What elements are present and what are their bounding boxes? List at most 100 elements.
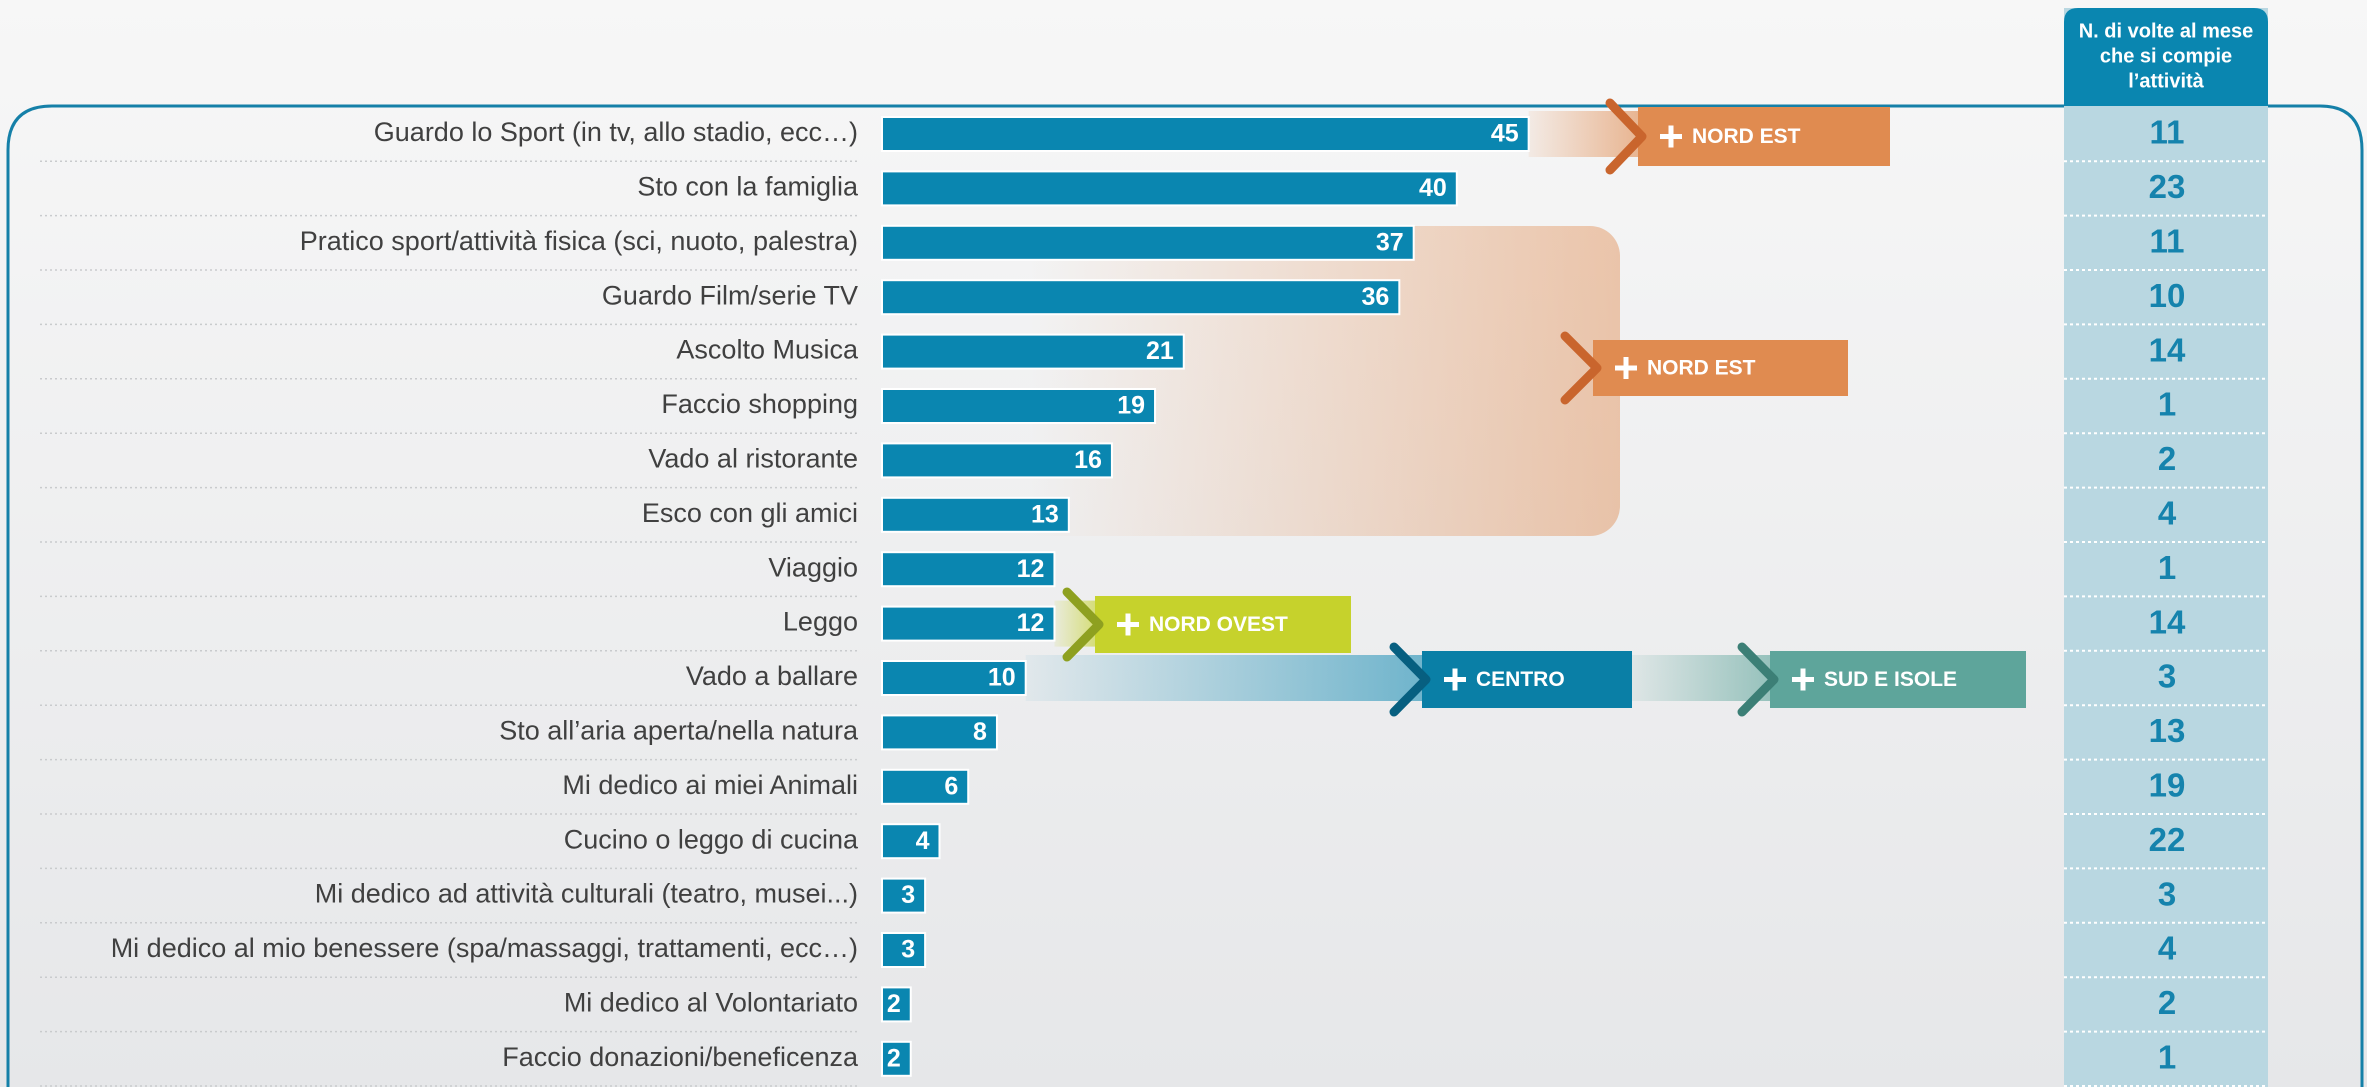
- category-label: Vado al ristorante: [648, 444, 858, 474]
- category-label: Ascolto Musica: [676, 335, 859, 365]
- bar: [881, 823, 941, 860]
- bar-value: 21: [1146, 337, 1174, 365]
- bar-value: 37: [1376, 228, 1404, 256]
- bar-value: 3: [901, 881, 915, 909]
- bar: [881, 605, 1056, 642]
- callout-plus: [1615, 357, 1637, 379]
- callout-plus: [1117, 613, 1139, 636]
- category-label: Guardo lo Sport (in tv, allo stadio, ecc…: [374, 117, 858, 147]
- connector: [1025, 655, 1422, 701]
- bar-value: 10: [988, 664, 1016, 692]
- callout-chevron: [1605, 98, 1647, 175]
- bar: [881, 768, 970, 805]
- side-column-title: l’attività: [2128, 70, 2204, 92]
- bar-value: 12: [1017, 555, 1045, 583]
- category-label: Cucino o leggo di cucina: [564, 824, 859, 854]
- bar: [881, 932, 927, 968]
- category-label: Sto con la famiglia: [637, 172, 859, 202]
- bar: [881, 116, 1530, 152]
- side-value: 11: [2150, 114, 2185, 151]
- side-value: 14: [2149, 331, 2186, 368]
- category-label: Leggo: [783, 607, 858, 637]
- bar-value: 40: [1419, 174, 1447, 202]
- bar: [881, 333, 1185, 370]
- bar-value: 4: [916, 827, 930, 855]
- side-value: 19: [2149, 767, 2186, 804]
- callout-plus: [1660, 125, 1682, 148]
- side-value: 14: [2149, 603, 2186, 640]
- bar-value: 6: [944, 772, 958, 800]
- side-value: 1: [2158, 1039, 2176, 1076]
- callout-label: NORD OVEST: [1149, 613, 1288, 636]
- callout-label: NORD EST: [1692, 125, 1801, 148]
- category-label: Pratico sport/attività fisica (sci, nuot…: [300, 226, 858, 256]
- bar-value: 13: [1031, 500, 1059, 528]
- side-value: 2: [2158, 440, 2176, 477]
- side-value: 23: [2149, 168, 2186, 205]
- bar-value: 8: [973, 718, 987, 746]
- side-value: 1: [2158, 386, 2176, 423]
- category-label: Vado a ballare: [686, 661, 858, 691]
- bar: [881, 660, 1027, 696]
- side-value: 13: [2149, 712, 2186, 749]
- bar-value: 2: [887, 1044, 901, 1072]
- bar-value: 45: [1491, 120, 1519, 148]
- category-label: Guardo Film/serie TV: [602, 280, 858, 310]
- callout-label: NORD EST: [1647, 357, 1756, 380]
- side-column-title: N. di volte al mese: [2079, 20, 2254, 42]
- bar: [881, 442, 1113, 479]
- side-value: 2: [2158, 984, 2176, 1021]
- category-label: Mi dedico al mio benessere (spa/massaggi…: [111, 933, 858, 963]
- side-value: 4: [2158, 930, 2177, 967]
- callout-plus: [1792, 668, 1814, 691]
- side-value: 10: [2149, 277, 2186, 314]
- callout-label: CENTRO: [1476, 668, 1565, 691]
- bar: [881, 877, 927, 914]
- connector: [1632, 655, 1770, 701]
- category-label: Viaggio: [768, 552, 858, 582]
- category-label: Mi dedico ad attività culturali (teatro,…: [315, 879, 858, 909]
- category-label: Faccio donazioni/beneficenza: [502, 1042, 859, 1072]
- callout-chevron: [1389, 642, 1431, 717]
- bar: [881, 496, 1070, 533]
- side-value: 1: [2158, 549, 2176, 586]
- bar: [881, 279, 1401, 316]
- category-label: Faccio shopping: [661, 389, 858, 419]
- callout-chevron: [1560, 331, 1602, 405]
- category-label: Esco con gli amici: [642, 498, 858, 528]
- category-label: Mi dedico al Volontariato: [564, 988, 858, 1018]
- side-value: 3: [2158, 875, 2176, 912]
- bar-value: 36: [1362, 283, 1390, 311]
- callout-chevron: [1062, 587, 1104, 662]
- side-value: 4: [2158, 495, 2177, 532]
- bar: [881, 714, 998, 751]
- callout-label: SUD E ISOLE: [1824, 668, 1957, 691]
- bar-value: 12: [1017, 609, 1045, 637]
- callout-plus: [1444, 668, 1466, 691]
- bar-value: 3: [901, 936, 915, 964]
- side-column: [2064, 8, 2268, 1087]
- bar: [881, 388, 1157, 424]
- side-value: 3: [2158, 658, 2176, 695]
- bar-value: 16: [1074, 446, 1102, 474]
- category-label: Sto all’aria aperta/nella natura: [499, 716, 859, 746]
- bar: [881, 1040, 912, 1077]
- bar: [881, 986, 912, 1023]
- callout-chevron: [1737, 642, 1779, 717]
- bar: [881, 170, 1458, 207]
- bar: [881, 224, 1415, 261]
- frame: [6, 104, 2364, 1087]
- bar: [881, 551, 1056, 588]
- chart-layer: N. di volte al mese che si compie l’attivi…: [40, 20, 2268, 1087]
- side-value: 22: [2149, 821, 2186, 858]
- side-value: 11: [2150, 223, 2185, 260]
- highlight-region: [882, 226, 1620, 536]
- side-column-header: [2064, 8, 2268, 106]
- bar-value: 2: [887, 990, 901, 1018]
- side-column-title: che si compie: [2100, 45, 2232, 67]
- bar-value: 19: [1117, 392, 1145, 420]
- category-label: Mi dedico ai miei Animali: [562, 770, 858, 800]
